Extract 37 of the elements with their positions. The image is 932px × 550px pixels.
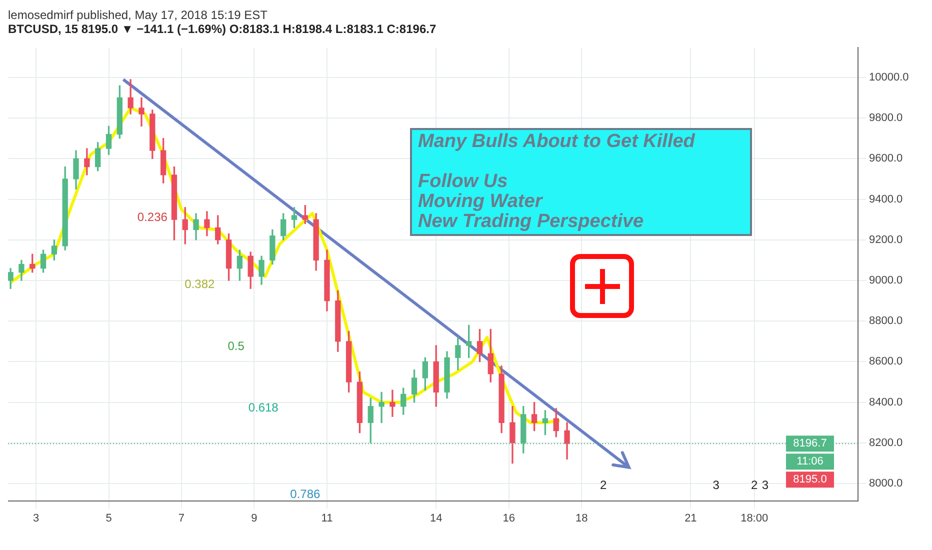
annotation: 0.236 (137, 210, 168, 224)
y-tick-label: 9400.0 (869, 193, 903, 206)
ref-line-label: 8196.7 (793, 438, 827, 450)
chart-subtitle: BTCUSD, 15 8195.0 ▼ −141.1 (−1.69%) O:8183.1 H:8198.4 L:8183.1 C:8196.7 (8, 22, 438, 38)
annotation: 2 (751, 478, 758, 492)
x-tick-label: 9 (251, 512, 258, 524)
annotation: 0.786 (290, 487, 320, 502)
x-tick-label: 3 (32, 512, 40, 524)
annotation: 8195.0 (793, 474, 827, 486)
y-tick-label: 8400.0 (869, 396, 903, 408)
y-tick-label: 9200.0 (869, 234, 903, 246)
chart-title: lemosedmirf published, May 17, 2018 15:19 EST (8, 8, 268, 22)
annotation: 3 (762, 478, 769, 492)
annotation: 0.5 (228, 338, 245, 353)
x-tick-label: 14 (430, 512, 442, 524)
annotation: 11:06 (796, 456, 824, 468)
x-tick-label: 16 (502, 512, 515, 524)
y-tick-label: 9000.0 (869, 274, 903, 287)
annotation: Many Bulls About to Get Killed Follow Us Moving Water New Trading Perspective (418, 131, 696, 232)
annotation: 2 (600, 478, 608, 492)
y-tick-label: 8600.0 (869, 356, 903, 368)
y-tick-label: 8000.0 (869, 478, 903, 490)
y-tick-label: 8200.0 (869, 436, 903, 449)
note-box: Many Bulls About to Get Killed Follow Us Moving Water New Trading Perspective (410, 128, 752, 236)
x-tick-label: 18:00 (740, 512, 768, 524)
y-tick-label: 9800.0 (869, 112, 903, 124)
annotation: 0.382 (184, 276, 216, 291)
y-tick-label: 8800.0 (869, 315, 903, 328)
x-tick-label: 11 (321, 512, 333, 524)
x-tick-label: 18 (575, 512, 588, 524)
x-tick-label: 7 (178, 512, 185, 524)
y-tick-label: 9600.0 (869, 152, 903, 165)
x-tick-label: 5 (106, 512, 112, 524)
annotation: 0.618 (248, 400, 279, 415)
x-tick-label: 21 (684, 512, 697, 524)
y-tick-label: 10000.0 (869, 71, 909, 84)
annotation: 3 (712, 478, 720, 492)
